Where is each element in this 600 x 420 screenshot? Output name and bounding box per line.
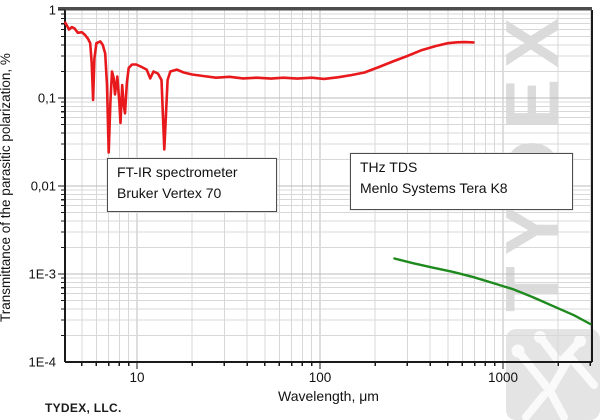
y-tick-label: 1: [49, 3, 56, 18]
y-tick-label: 1E-4: [29, 355, 56, 370]
tydex-logo-icon: [506, 329, 600, 420]
annotation-thz-tds: THz TDS Menlo Systems Tera K8: [350, 153, 573, 210]
y-tick-label: 0,01: [31, 179, 56, 194]
x-axis-title: Wavelength, μm: [278, 388, 379, 404]
x-tick-label: 1000: [488, 370, 518, 385]
y-tick-label: 0,1: [38, 91, 56, 106]
annotation-line: FT-IR spectrometer: [117, 164, 238, 180]
company-credit: TYDEX, LLC.: [45, 401, 122, 415]
annotation-ftir-spectrometer: FT-IR spectrometer Bruker Vertex 70: [107, 158, 277, 212]
series-curves: [63, 21, 592, 326]
axes: [58, 6, 593, 369]
annotation-line: Bruker Vertex 70: [117, 185, 222, 201]
annotation-line: Menlo Systems Tera K8: [360, 180, 508, 196]
y-axis-title: Transmittance of the parasitic polarizat…: [0, 53, 13, 323]
series-ftir-red: [63, 21, 475, 154]
annotation-line: THz TDS: [360, 159, 418, 175]
series-thz-green: [393, 257, 592, 326]
y-tick-label: 1E-3: [29, 267, 56, 282]
x-tick-label: 10: [130, 370, 145, 385]
x-tick-label: 100: [309, 370, 332, 385]
tick-labels: 10 100 1000 1 0,1 0,01 1E-3 1E-4: [29, 3, 519, 386]
